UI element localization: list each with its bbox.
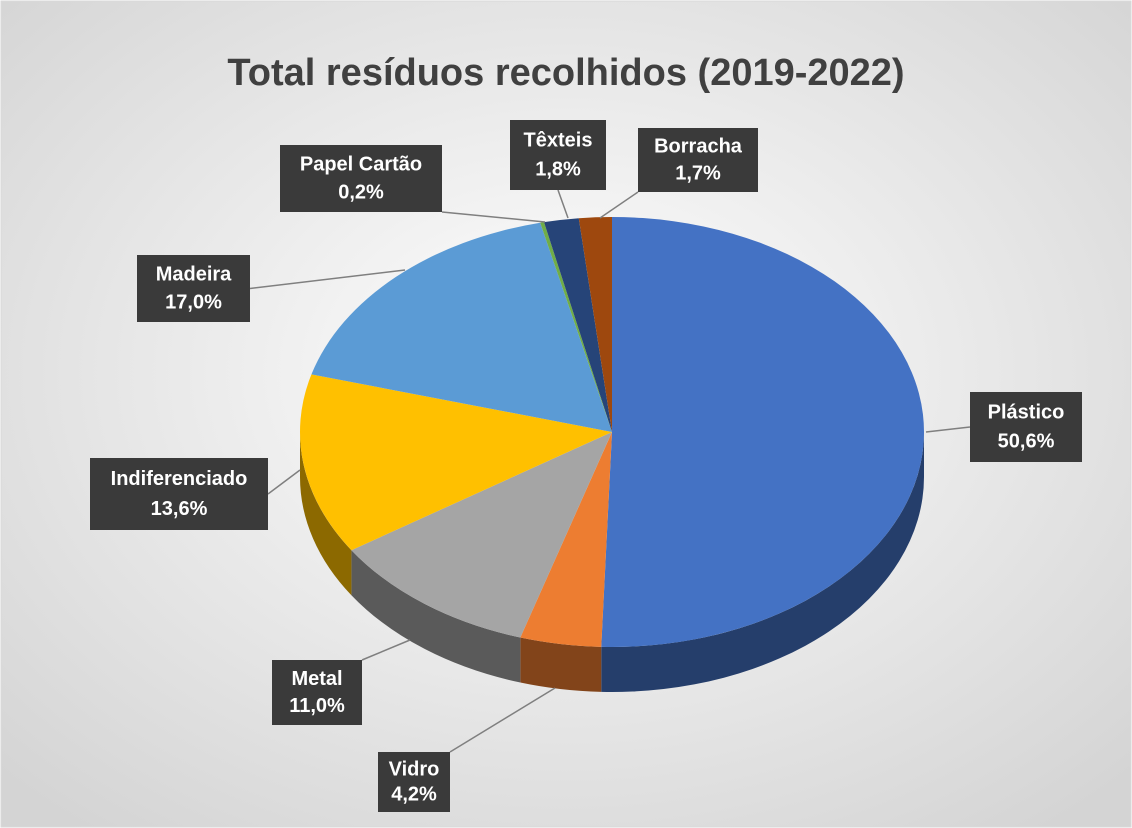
value-label: 13,6% bbox=[151, 498, 208, 520]
label-box bbox=[90, 458, 268, 530]
label-box bbox=[272, 660, 362, 725]
label-box bbox=[378, 752, 450, 812]
value-label: 1,7% bbox=[675, 162, 721, 184]
pie-side bbox=[601, 432, 924, 693]
label-box bbox=[137, 255, 250, 322]
leader-line bbox=[441, 211, 546, 223]
pie-slice bbox=[544, 218, 612, 432]
category-label: Indiferenciado bbox=[111, 468, 248, 490]
label-box bbox=[280, 145, 442, 212]
pie-side bbox=[520, 637, 602, 692]
category-label: Papel Cartão bbox=[300, 153, 422, 175]
leader-line bbox=[249, 269, 406, 290]
leader-line bbox=[361, 639, 411, 661]
pie-slice bbox=[540, 222, 612, 432]
value-label: 11,0% bbox=[289, 695, 345, 717]
leader-line bbox=[267, 469, 301, 495]
category-label: Vidro bbox=[389, 758, 440, 780]
pie-side bbox=[351, 550, 521, 683]
pie-slice bbox=[300, 374, 612, 551]
chart-title: Total resíduos recolhidos (2019-2022) bbox=[227, 52, 904, 94]
pie-side bbox=[300, 432, 352, 596]
category-label: Têxteis bbox=[524, 129, 593, 151]
leader-line bbox=[449, 687, 556, 753]
value-label: 17,0% bbox=[165, 292, 222, 314]
leader-line bbox=[599, 191, 639, 219]
label-box bbox=[638, 128, 758, 192]
value-label: 4,2% bbox=[391, 783, 437, 805]
pie-slice bbox=[520, 432, 612, 647]
category-label: Madeira bbox=[156, 263, 232, 285]
pie-slice bbox=[578, 217, 612, 432]
category-label: Borracha bbox=[654, 135, 743, 157]
pie-slice bbox=[601, 217, 925, 648]
category-label: Metal bbox=[291, 668, 342, 690]
pie-slice bbox=[311, 222, 612, 432]
value-label: 1,8% bbox=[535, 159, 581, 181]
label-box bbox=[970, 392, 1082, 462]
label-box bbox=[510, 120, 606, 190]
leader-line bbox=[557, 189, 569, 219]
category-label: Plástico bbox=[988, 401, 1065, 423]
leader-line bbox=[925, 426, 971, 433]
value-label: 50,6% bbox=[998, 431, 1055, 453]
pie-slice bbox=[351, 432, 612, 638]
value-label: 0,2% bbox=[338, 182, 384, 204]
